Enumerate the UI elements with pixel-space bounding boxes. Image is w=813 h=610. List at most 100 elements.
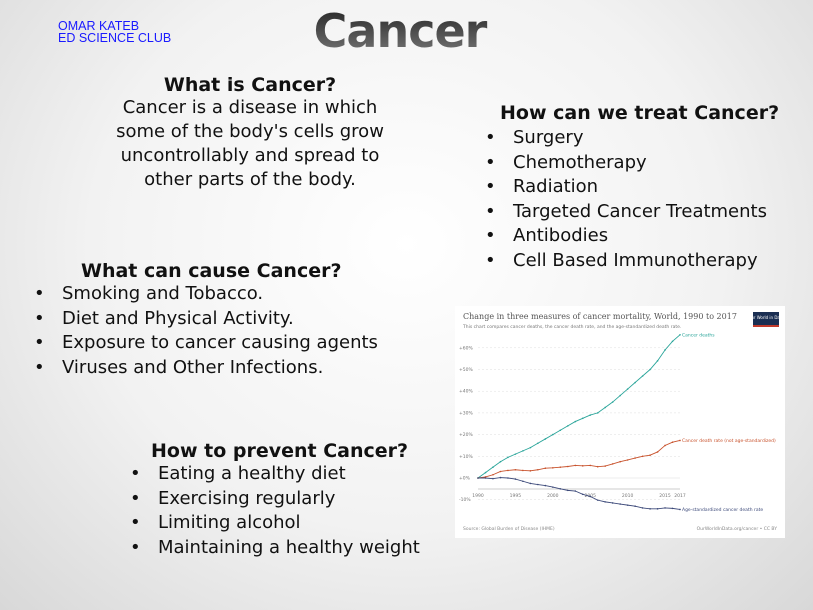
x-tick-label: 1995: [510, 493, 522, 499]
data-point: [671, 441, 674, 443]
series-label: Cancer death rate (not age-standardized): [682, 438, 776, 444]
data-point: [589, 495, 592, 498]
list-item: Exercising regularly: [130, 487, 420, 512]
data-point: [566, 465, 569, 468]
list-item: Targeted Cancer Treatments: [485, 200, 779, 225]
data-point: [499, 460, 502, 463]
data-point: [522, 480, 524, 483]
y-tick-label: +40%: [459, 389, 473, 395]
data-point: [552, 467, 554, 469]
what-heading: What is Cancer?: [163, 74, 337, 96]
data-point: [574, 490, 577, 492]
chart-svg: Change in three measures of cancer morta…: [459, 312, 784, 532]
data-point: [529, 470, 532, 472]
club-name: ED SCIENCE CLUB: [58, 31, 172, 45]
data-point: [641, 507, 644, 509]
y-tick-label: +50%: [459, 367, 473, 373]
owid-logo-bar: [753, 325, 779, 327]
cause-list: Smoking and Tobacco.Diet and Physical Ac…: [34, 282, 378, 380]
list-item: Cell Based Immunotherapy: [485, 249, 779, 274]
list-item: Viruses and Other Infections.: [34, 356, 378, 381]
series-label: Cancer deaths: [682, 332, 715, 338]
series-line: [477, 334, 681, 479]
data-point: [484, 477, 487, 479]
data-point: [619, 460, 621, 463]
data-point: [619, 503, 621, 505]
chart-subtitle: This chart compares cancer deaths, the c…: [462, 324, 681, 330]
data-point: [649, 368, 651, 371]
data-point: [507, 456, 509, 459]
data-point: [544, 438, 547, 440]
data-point: [626, 388, 629, 390]
data-point: [492, 473, 494, 476]
data-point: [626, 459, 629, 461]
data-point: [619, 394, 621, 397]
data-point: [679, 508, 681, 511]
data-point: [679, 333, 681, 336]
x-tick-label: 1990: [472, 493, 484, 499]
data-point: [671, 340, 674, 343]
data-point: [574, 464, 577, 467]
data-point: [656, 508, 659, 510]
series-label: Age-standardized cancer death rate: [682, 507, 763, 513]
data-point: [581, 465, 584, 467]
data-point: [559, 488, 562, 490]
list-item: Eating a healthy diet: [130, 462, 420, 487]
data-point: [611, 463, 614, 465]
data-point: [492, 466, 494, 468]
data-point: [581, 493, 584, 496]
list-item: Maintaining a healthy weight: [130, 536, 420, 561]
data-point: [589, 414, 592, 416]
data-point: [566, 425, 569, 427]
data-point: [589, 464, 592, 467]
mortality-chart: Change in three measures of cancer morta…: [455, 306, 785, 538]
owid-logo: [753, 312, 779, 327]
y-tick-label: +10%: [459, 454, 473, 460]
data-point: [522, 469, 524, 472]
data-point: [514, 453, 517, 455]
data-point: [514, 468, 517, 471]
x-tick-label: 2000: [547, 493, 559, 499]
data-point: [559, 429, 562, 432]
data-point: [507, 469, 509, 472]
list-item: Limiting alcohol: [130, 511, 420, 536]
data-point: [544, 467, 547, 470]
data-point: [604, 406, 606, 409]
data-point: [499, 476, 502, 479]
series-line: [478, 477, 681, 510]
owid-logo-text: Our World in Data: [748, 315, 784, 320]
data-point: [574, 420, 577, 423]
data-point: [537, 483, 539, 486]
data-point: [596, 412, 599, 414]
data-point: [649, 454, 651, 457]
data-point: [634, 505, 636, 508]
y-tick-label: +30%: [459, 410, 473, 416]
data-point: [604, 501, 606, 503]
list-item: Smoking and Tobacco.: [34, 282, 378, 307]
data-point: [566, 489, 569, 492]
y-tick-label: -10%: [459, 497, 471, 503]
what-text: Cancer is a disease in which some of the…: [116, 97, 384, 190]
prevent-section: How to prevent Cancer? Eating a healthy …: [130, 440, 420, 560]
data-point: [656, 451, 659, 453]
data-point: [522, 450, 524, 452]
data-point: [514, 478, 517, 480]
data-point: [604, 465, 606, 467]
x-tick-label: 2010: [622, 493, 634, 499]
data-point: [552, 486, 554, 488]
data-point: [649, 508, 651, 510]
list-item: Surgery: [485, 126, 779, 151]
cause-section: What can cause Cancer? Smoking and Tobac…: [34, 260, 378, 380]
list-item: Radiation: [485, 175, 779, 200]
list-item: Exposure to cancer causing agents: [34, 331, 378, 356]
data-point: [626, 504, 629, 506]
prevent-list: Eating a healthy dietExercising regularl…: [130, 462, 420, 560]
list-item: Antibodies: [485, 224, 779, 249]
data-point: [656, 360, 659, 362]
slide-title: Cancer: [300, 4, 500, 58]
treat-list: SurgeryChemotherapyRadiationTargeted Can…: [485, 126, 779, 273]
data-point: [507, 477, 509, 479]
data-point: [596, 465, 599, 468]
data-point: [559, 466, 562, 468]
